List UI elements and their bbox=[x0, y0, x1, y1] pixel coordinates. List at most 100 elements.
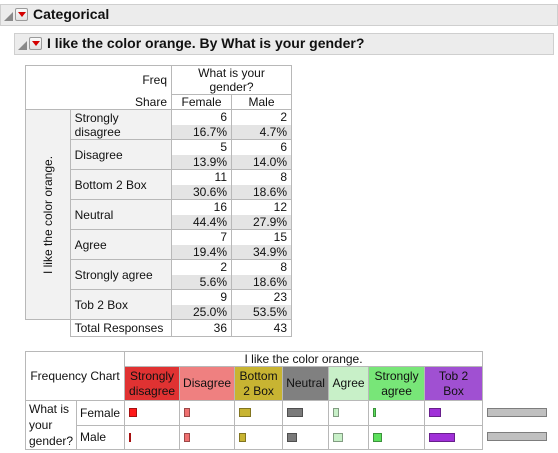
share-bar bbox=[239, 408, 252, 417]
category-swatch: Strongly agree bbox=[368, 366, 426, 401]
bar-cell bbox=[234, 400, 284, 426]
share-cell: 34.9% bbox=[231, 244, 292, 260]
row-label: Bottom 2 Box bbox=[69, 169, 173, 200]
total-responses-label: Total Responses bbox=[69, 319, 173, 337]
share-cell: 16.7% bbox=[171, 124, 232, 140]
row-variable-text: I like the color orange. bbox=[40, 155, 55, 274]
share-cell: 44.4% bbox=[171, 214, 232, 230]
freq-cell: 2 bbox=[171, 259, 232, 275]
share-key-label: Share bbox=[25, 94, 172, 110]
share-cell: 19.4% bbox=[171, 244, 232, 260]
share-bar bbox=[487, 407, 548, 417]
share-cell: 14.0% bbox=[231, 154, 292, 170]
freq-cell: 2 bbox=[231, 109, 292, 125]
chart-row-label-female: Female bbox=[76, 400, 126, 426]
bar-cell bbox=[368, 400, 426, 426]
share-cell: 5.6% bbox=[171, 274, 232, 290]
row-label: Strongly agree bbox=[69, 259, 173, 290]
bar-cell bbox=[124, 424, 181, 450]
red-triangle-menu-icon[interactable] bbox=[29, 37, 42, 50]
outline-title: I like the color orange. By What is your… bbox=[47, 35, 365, 51]
category-swatch: Disagree bbox=[179, 366, 236, 401]
total-female: 36 bbox=[171, 319, 232, 337]
row-label: Neutral bbox=[69, 199, 173, 230]
freq-cell: 6 bbox=[171, 109, 232, 125]
bar-cell bbox=[282, 400, 330, 426]
category-swatch: Strongly disagree bbox=[124, 366, 181, 401]
freq-cell: 9 bbox=[171, 289, 232, 305]
category-swatch: Agree bbox=[328, 366, 370, 401]
column-header-male: Male bbox=[231, 94, 292, 110]
share-cell: 13.9% bbox=[171, 154, 232, 170]
frequency-chart-table: Frequency Chart I like the color orange.… bbox=[24, 351, 553, 450]
bar-cell bbox=[368, 424, 426, 450]
share-bar bbox=[373, 408, 377, 417]
share-bar bbox=[239, 432, 247, 442]
freq-cell: 15 bbox=[231, 229, 292, 245]
share-bar bbox=[373, 432, 383, 442]
category-swatch bbox=[482, 366, 553, 401]
share-bar bbox=[287, 408, 304, 417]
share-bar bbox=[487, 432, 548, 441]
bar-cell bbox=[282, 424, 330, 450]
share-bar bbox=[333, 408, 340, 417]
bar-cell bbox=[424, 424, 484, 450]
row-label: Strongly disagree bbox=[69, 109, 173, 140]
share-cell: 25.0% bbox=[171, 304, 232, 320]
red-triangle-menu-icon[interactable] bbox=[15, 8, 28, 21]
disclosure-triangle-icon[interactable] bbox=[4, 12, 13, 21]
freq-cell: 23 bbox=[231, 289, 292, 305]
bar-cell bbox=[483, 401, 553, 426]
share-bar bbox=[129, 408, 138, 417]
share-bar bbox=[184, 408, 191, 417]
share-bar bbox=[429, 432, 456, 442]
chart-row-label-male: Male bbox=[76, 424, 126, 450]
bar-cell bbox=[483, 425, 553, 450]
freq-cell: 12 bbox=[231, 199, 292, 215]
total-male: 43 bbox=[231, 319, 292, 337]
freq-cell: 16 bbox=[171, 199, 232, 215]
row-label: Tob 2 Box bbox=[69, 289, 173, 320]
outline-categorical: Categorical bbox=[0, 4, 558, 26]
share-cell: 4.7% bbox=[231, 124, 292, 140]
freq-cell: 11 bbox=[171, 169, 232, 185]
frequency-chart-label: Frequency Chart bbox=[24, 351, 126, 401]
freq-key-label: Freq bbox=[25, 65, 172, 95]
outline-crosstab: I like the color orange. By What is your… bbox=[14, 33, 554, 55]
freq-cell: 6 bbox=[231, 139, 292, 155]
chart-row-variable-label: What is your gender? bbox=[24, 400, 78, 450]
disclosure-triangle-icon[interactable] bbox=[18, 41, 27, 50]
bar-cell bbox=[234, 424, 284, 450]
category-swatch: Neutral bbox=[282, 366, 330, 401]
bar-cell bbox=[124, 400, 181, 426]
freq-cell: 8 bbox=[231, 259, 292, 275]
row-variable-label: I like the color orange. bbox=[25, 109, 71, 320]
share-cell: 27.9% bbox=[231, 214, 292, 230]
bar-cell bbox=[424, 400, 484, 426]
bar-cell bbox=[179, 400, 236, 426]
freq-cell: 5 bbox=[171, 139, 232, 155]
bar-cell bbox=[328, 400, 370, 426]
contingency-table: Freq What is your gender? Share Female M… bbox=[25, 65, 292, 337]
share-bar bbox=[287, 432, 298, 442]
freq-cell: 8 bbox=[231, 169, 292, 185]
share-cell: 30.6% bbox=[171, 184, 232, 200]
column-header-female: Female bbox=[171, 94, 232, 110]
row-label: Agree bbox=[69, 229, 173, 260]
outline-title: Categorical bbox=[33, 6, 110, 22]
bar-cell bbox=[179, 424, 236, 450]
bar-cell bbox=[328, 424, 370, 450]
freq-cell: 7 bbox=[171, 229, 232, 245]
chart-column-variable-header: I like the color orange. bbox=[124, 351, 484, 367]
category-swatch: Bottom 2 Box bbox=[234, 366, 284, 401]
row-label: Disagree bbox=[69, 139, 173, 170]
share-cell: 53.5% bbox=[231, 304, 292, 320]
share-cell: 18.6% bbox=[231, 184, 292, 200]
share-bar bbox=[429, 408, 442, 417]
share-cell: 18.6% bbox=[231, 274, 292, 290]
share-bar bbox=[129, 432, 132, 442]
column-variable-header: What is your gender? bbox=[171, 65, 292, 95]
category-swatch: Tob 2 Box bbox=[424, 366, 484, 401]
share-bar bbox=[333, 432, 344, 442]
share-bar bbox=[184, 432, 191, 442]
